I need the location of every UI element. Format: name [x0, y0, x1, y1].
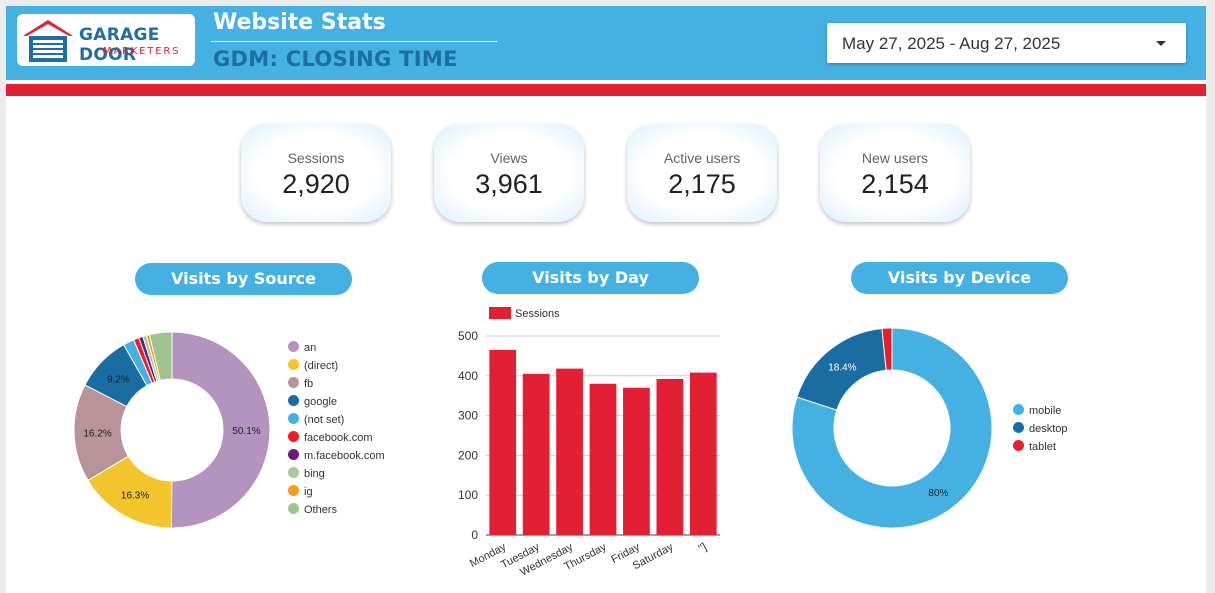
legend-item[interactable]: (direct)	[288, 357, 385, 375]
garage-house-icon	[23, 20, 73, 62]
x-tick-label: "]	[697, 541, 709, 555]
legend-label: mobile	[1029, 405, 1062, 417]
legend-swatch-icon	[288, 467, 299, 478]
legend-swatch-icon	[489, 307, 511, 319]
slice-label: 50.1%	[232, 426, 260, 437]
bar-wednesday[interactable]	[556, 368, 583, 535]
kpi-value: 2,154	[861, 169, 929, 199]
slice-label: 16.2%	[83, 428, 111, 439]
kpi-active-users: Active users 2,175	[627, 124, 777, 222]
section-title-device: Visits by Device	[851, 262, 1068, 294]
kpi-label: Views	[490, 150, 528, 166]
slice-an[interactable]	[170, 331, 271, 529]
kpi-new-users: New users 2,154	[820, 124, 970, 222]
legend-label: tablet	[1029, 441, 1056, 453]
legend-label: Sessions	[515, 308, 560, 320]
legend-swatch-icon	[1013, 404, 1024, 415]
y-tick-label: 0	[471, 528, 478, 542]
date-range-value: May 27, 2025 - Aug 27, 2025	[842, 34, 1061, 53]
legend-item[interactable]: mobile	[1013, 402, 1068, 420]
bar-"][interactable]	[689, 372, 717, 535]
y-tick-label: 400	[458, 369, 478, 383]
slice-others[interactable]	[148, 331, 173, 382]
legend-item[interactable]: (not set)	[288, 411, 385, 429]
legend-item[interactable]: tablet	[1013, 438, 1068, 456]
y-tick-label: 100	[458, 488, 478, 502]
legend-item[interactable]: bing	[288, 465, 385, 483]
slice-label: 18.4%	[828, 363, 856, 374]
y-tick-label: 300	[458, 409, 478, 423]
slice-label: 16.3%	[121, 491, 149, 502]
source-donut-chart: 50.1% 16.3% 16.2% 9.2%	[73, 331, 271, 529]
legend-label: an	[304, 342, 317, 354]
slice-tablet[interactable]	[881, 327, 893, 371]
kpi-value: 2,175	[668, 169, 736, 199]
title-divider	[211, 41, 497, 42]
legend-swatch-icon	[288, 485, 299, 496]
legend-swatch-icon	[288, 395, 299, 406]
page-subtitle: GDM: CLOSING TIME	[213, 47, 458, 71]
source-legend: an (direct) fb google (not set) facebook.com m…	[288, 339, 385, 519]
legend-swatch-icon	[288, 341, 299, 352]
logo-tagline: MARKETERS	[103, 46, 181, 57]
legend-item[interactable]: m.facebook.com	[288, 447, 385, 465]
y-tick-label: 500	[458, 329, 478, 343]
date-range-picker[interactable]: May 27, 2025 - Aug 27, 2025	[827, 23, 1186, 63]
legend-item[interactable]: google	[288, 393, 385, 411]
bar-saturday[interactable]	[656, 378, 684, 535]
legend-label: desktop	[1029, 423, 1068, 435]
legend-label: Others	[304, 504, 338, 516]
legend-swatch-icon	[288, 359, 299, 370]
legend-label: google	[304, 396, 338, 408]
kpi-value: 2,920	[282, 169, 350, 199]
legend-label: (not set)	[304, 414, 345, 426]
legend-swatch-icon	[288, 449, 299, 460]
legend-item[interactable]: facebook.com	[288, 429, 385, 447]
kpi-label: Sessions	[287, 150, 345, 166]
day-bar-chart: 0100200300400500MondayTuesdayWednesdayTh…	[458, 307, 720, 579]
bar-friday[interactable]	[623, 387, 650, 535]
slice-mobile[interactable]	[791, 327, 993, 529]
section-title-source: Visits by Source	[135, 263, 352, 295]
header-accent-band	[6, 84, 1206, 96]
legend-swatch-icon	[1013, 440, 1024, 451]
kpi-value: 3,961	[475, 169, 543, 199]
logo: GARAGE DOOR MARKETERS	[17, 14, 195, 66]
legend-label: (direct)	[304, 360, 339, 372]
legend-item[interactable]: desktop	[1013, 420, 1068, 438]
kpi-label: Active users	[663, 150, 741, 166]
legend-label: bing	[304, 468, 325, 480]
y-tick-label: 200	[458, 448, 478, 462]
chevron-down-icon[interactable]	[1156, 41, 1166, 46]
dashboard-page: GARAGE DOOR MARKETERS Website Stats GDM:…	[6, 6, 1206, 593]
legend-item[interactable]: fb	[288, 375, 385, 393]
slice-label: 9.2%	[107, 374, 130, 385]
page-title: Website Stats	[213, 10, 386, 35]
legend-item[interactable]: ig	[288, 483, 385, 501]
kpi-views: Views 3,961	[434, 124, 584, 222]
legend-item[interactable]: an	[288, 339, 385, 357]
section-title-day: Visits by Day	[482, 262, 699, 294]
legend-label: fb	[304, 378, 314, 390]
legend-swatch-icon	[1013, 422, 1024, 433]
report-header: GARAGE DOOR MARKETERS Website Stats GDM:…	[6, 6, 1206, 80]
kpi-label: New users	[861, 150, 929, 166]
device-donut-chart: 80% 18.4%	[791, 327, 993, 529]
legend-swatch-icon	[288, 431, 299, 442]
bar-thursday[interactable]	[589, 383, 617, 535]
bar-tuesday[interactable]	[522, 373, 550, 535]
legend-label: facebook.com	[304, 432, 373, 444]
legend-swatch-icon	[288, 413, 299, 424]
device-legend: mobile desktop tablet	[1013, 402, 1068, 456]
slice-label: 80%	[928, 488, 948, 499]
bar-monday[interactable]	[489, 349, 517, 535]
legend-swatch-icon	[288, 503, 299, 514]
legend-label: ig	[304, 486, 313, 498]
legend-swatch-icon	[288, 377, 299, 388]
legend-label: m.facebook.com	[304, 450, 385, 462]
legend-item[interactable]: Others	[288, 501, 385, 519]
logo-wordmark: GARAGE DOOR	[79, 25, 160, 65]
kpi-sessions: Sessions 2,920	[241, 124, 391, 222]
